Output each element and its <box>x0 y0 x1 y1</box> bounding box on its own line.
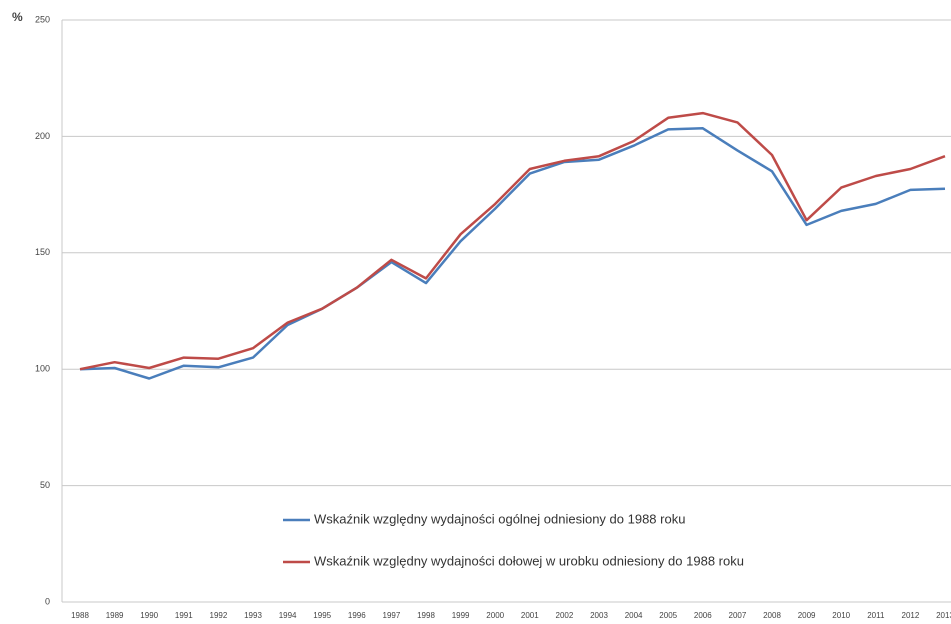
y-tick-label: 100 <box>35 364 50 374</box>
x-tick-label: 1999 <box>452 611 470 620</box>
x-tick-label: 2004 <box>625 611 643 620</box>
x-tick-label: 1988 <box>71 611 89 620</box>
y-tick-label: 250 <box>35 14 50 24</box>
x-tick-label: 1998 <box>417 611 435 620</box>
y-axis-label: % <box>12 10 23 24</box>
x-tick-label: 2002 <box>556 611 574 620</box>
y-tick-label: 200 <box>35 131 50 141</box>
x-tick-label: 2003 <box>590 611 608 620</box>
x-tick-label: 1997 <box>383 611 401 620</box>
y-tick-label: 50 <box>40 480 50 490</box>
x-tick-label: 1995 <box>313 611 331 620</box>
x-tick-label: 1989 <box>106 611 124 620</box>
x-tick-label: 1994 <box>279 611 297 620</box>
x-tick-label: 2010 <box>832 611 850 620</box>
x-tick-label: 2007 <box>729 611 747 620</box>
x-tick-label: 1992 <box>210 611 228 620</box>
y-tick-label: 150 <box>35 247 50 257</box>
x-tick-label: 1990 <box>140 611 158 620</box>
x-tick-label: 2001 <box>521 611 539 620</box>
x-tick-label: 1993 <box>244 611 262 620</box>
data-line <box>79 127 946 380</box>
x-tick-label: 2012 <box>902 611 920 620</box>
x-tick-label: 1991 <box>175 611 193 620</box>
x-tick-label: 2006 <box>694 611 712 620</box>
x-tick-label: 2005 <box>659 611 677 620</box>
y-tick-label: 0 <box>45 596 50 606</box>
x-tick-label: 2008 <box>763 611 781 620</box>
x-tick-label: 2009 <box>798 611 816 620</box>
legend-text: Wskaźnik względny wydajności dołowej w u… <box>314 553 744 568</box>
data-line <box>79 111 946 371</box>
x-tick-label: 2000 <box>486 611 504 620</box>
x-tick-label: 2013 <box>936 611 951 620</box>
x-tick-label: 1996 <box>348 611 366 620</box>
x-tick-label: 2011 <box>867 611 885 620</box>
legend-text: Wskaźnik względny wydajności ogólnej odn… <box>314 511 685 526</box>
